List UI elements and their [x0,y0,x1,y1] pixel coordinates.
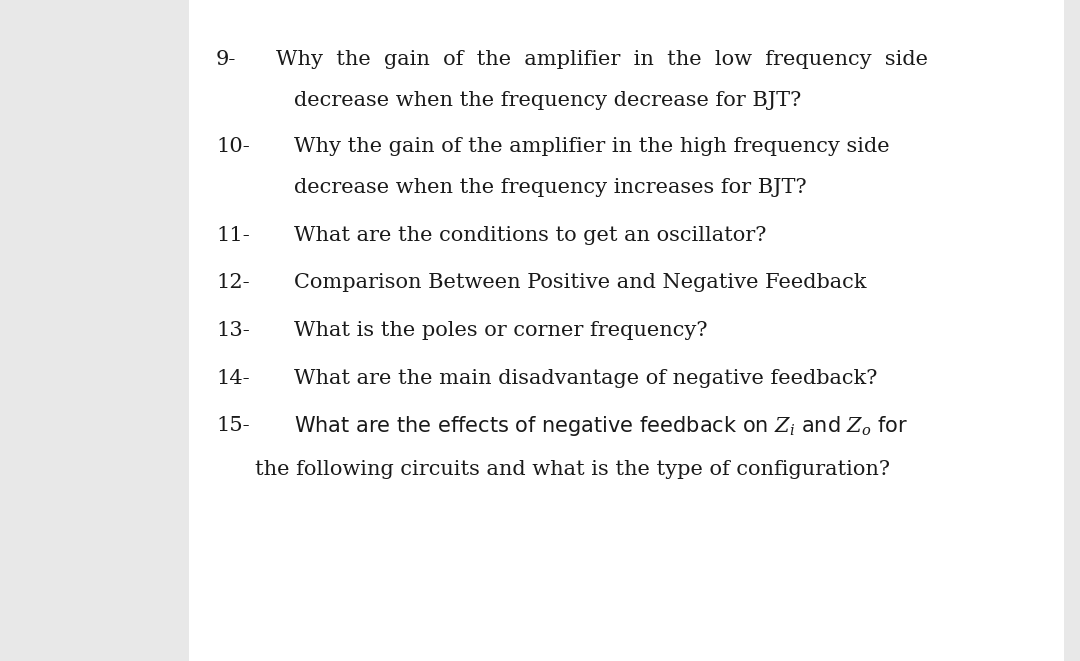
Text: 9-: 9- [216,50,237,69]
Text: Comparison Between Positive and Negative Feedback: Comparison Between Positive and Negative… [294,274,866,292]
Text: Why the gain of the amplifier in the high frequency side: Why the gain of the amplifier in the hig… [294,137,890,156]
Text: What are the conditions to get an oscillator?: What are the conditions to get an oscill… [294,226,766,245]
Text: decrease when the frequency decrease for BJT?: decrease when the frequency decrease for… [294,91,801,110]
Text: 13-: 13- [216,321,249,340]
Text: What is the poles or corner frequency?: What is the poles or corner frequency? [294,321,707,340]
Text: 14-: 14- [216,369,249,387]
Text: 10-: 10- [216,137,249,156]
Text: What are the main disadvantage of negative feedback?: What are the main disadvantage of negati… [294,369,877,387]
Bar [0,0,189,661]
Text: What are the effects of negative feedback on $Z_i$ and $Z_o$ for: What are the effects of negative feedbac… [294,414,908,438]
Text: decrease when the frequency increases for BJT?: decrease when the frequency increases fo… [294,178,807,197]
Text: 12-: 12- [216,274,249,292]
Text: the following circuits and what is the type of configuration?: the following circuits and what is the t… [255,460,890,479]
Text: Why  the  gain  of  the  amplifier  in  the  low  frequency  side: Why the gain of the amplifier in the low… [276,50,929,69]
Text: 15-: 15- [216,416,249,435]
Text: 11-: 11- [216,226,249,245]
Bar [1064,0,1080,661]
